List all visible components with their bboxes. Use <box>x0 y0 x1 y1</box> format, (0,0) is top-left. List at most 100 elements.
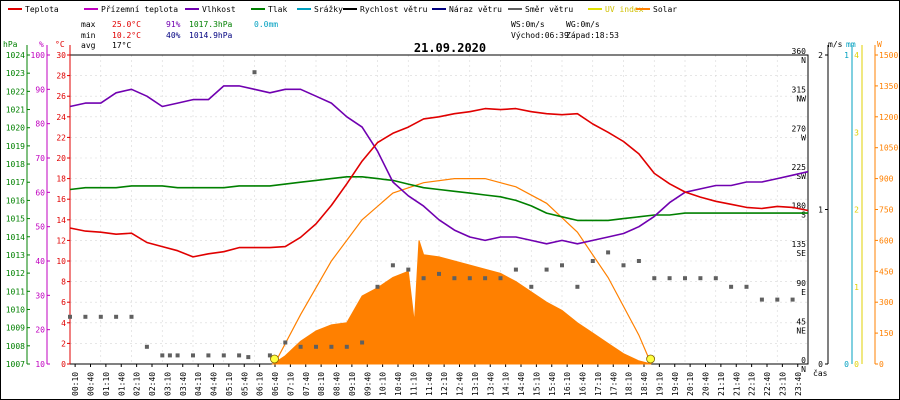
stat-min-temp: 10.2°C <box>112 31 141 40</box>
rain-tick-label: 1 <box>844 51 849 60</box>
legend-label: Solar <box>653 5 677 14</box>
humidity-tick-label: 60 <box>35 188 45 197</box>
wind-direction-point <box>114 314 119 319</box>
stats-block: max 25.0°C 91% 1017.3hPa 0.0mm min 10.2°… <box>81 20 278 50</box>
wind-gust-info: WG:0m/s <box>566 20 600 29</box>
direction-tick-label: 135 <box>792 240 807 249</box>
solar-tick-label: 150 <box>879 329 894 338</box>
stat-min-label: min <box>81 31 96 40</box>
axes: 1007100810091010101110121013101410151016… <box>6 45 898 396</box>
time-tick-label: 14:40 <box>517 372 526 396</box>
solar-tick-label: 450 <box>879 267 894 276</box>
stat-min-press: 1014.9hPa <box>189 31 233 40</box>
wind-direction-point <box>406 267 411 272</box>
time-tick-label: 15:10 <box>532 372 541 396</box>
wind-direction-point <box>621 263 626 268</box>
temperature-tick-label: 20 <box>56 154 66 163</box>
time-tick-label: 13:10 <box>471 372 480 396</box>
time-tick-label: 07:40 <box>302 372 311 396</box>
time-tick-label: 04:40 <box>210 372 219 396</box>
direction-tick-name: N <box>801 56 806 65</box>
wind-direction-point <box>129 314 134 319</box>
sunrise-marker <box>270 354 279 364</box>
wind-direction-point <box>98 314 103 319</box>
wind-direction-point <box>560 263 564 268</box>
wind-direction-point <box>344 344 349 349</box>
humidity-tick-label: 10 <box>35 360 45 369</box>
time-tick-label: 05:40 <box>240 372 249 396</box>
unit-ms: m/s <box>828 40 843 49</box>
humidity-tick-label: 100 <box>31 51 46 60</box>
time-tick-label: 06:10 <box>256 372 265 396</box>
time-tick-label: 13:40 <box>486 372 495 396</box>
wind-direction-point <box>713 276 718 281</box>
uv-tick-label: 2 <box>854 206 859 215</box>
direction-tick-label: 0 <box>801 356 806 365</box>
humidity-tick-label: 70 <box>35 154 45 163</box>
time-tick-label: 16:10 <box>563 372 572 396</box>
wind-direction-point <box>360 340 365 345</box>
temperature-tick-label: 28 <box>56 72 66 81</box>
wind-direction-point <box>467 276 472 281</box>
humidity-tick-label: 90 <box>35 85 45 94</box>
pressure-tick-label: 1020 <box>6 124 25 133</box>
time-tick-label: 06:40 <box>271 372 280 396</box>
direction-tick-name: E <box>801 288 806 297</box>
wind-direction-point <box>636 259 641 263</box>
pressure-tick-label: 1021 <box>6 106 25 115</box>
stat-max-press: 1017.3hPa <box>189 20 233 29</box>
pressure-tick-label: 1013 <box>6 251 25 260</box>
legend-label: Náraz větru <box>449 5 502 14</box>
wind-direction-point <box>221 353 226 358</box>
series-layer <box>68 70 809 365</box>
time-tick-label: 23:10 <box>778 372 787 396</box>
solar-tick-label: 1350 <box>879 82 898 91</box>
legend-label: Tlak <box>268 5 287 14</box>
time-tick-label: 17:40 <box>609 372 618 396</box>
temperature-tick-label: 6 <box>61 298 66 307</box>
unit-percent: % <box>39 40 44 49</box>
temperature-tick-label: 22 <box>56 133 66 142</box>
stat-max-rain: 0.0mm <box>254 20 278 29</box>
unit-labels: hPa % °C m/s mm W čas <box>3 40 882 378</box>
pressure-tick-label: 1022 <box>6 87 25 96</box>
pressure-tick-label: 1008 <box>6 342 25 351</box>
temperature-tick-label: 18 <box>56 175 66 184</box>
legend-label: Přízemní teplota <box>101 5 178 14</box>
wind-direction-point <box>652 276 657 281</box>
time-tick-label: 19:10 <box>655 372 664 396</box>
time-tick-label: 02:10 <box>133 372 142 396</box>
pressure-tick-label: 1012 <box>6 269 25 278</box>
time-tick-label: 05:10 <box>225 372 234 396</box>
solar-tick-label: 0 <box>879 360 884 369</box>
solar-tick-label: 600 <box>879 236 894 245</box>
time-tick-label: 22:40 <box>763 372 772 396</box>
series-temperature-line <box>69 107 809 258</box>
time-tick-label: 14:10 <box>502 372 511 396</box>
stat-avg-label: avg <box>81 41 96 50</box>
wind-direction-point <box>483 276 488 281</box>
pressure-tick-label: 1009 <box>6 324 25 333</box>
temperature-tick-label: 16 <box>56 195 66 204</box>
sunrise-info: Východ:06:39 <box>511 31 569 40</box>
unit-time: čas <box>813 368 828 378</box>
time-tick-label: 08:10 <box>317 372 326 396</box>
temperature-tick-label: 8 <box>61 278 66 287</box>
wind-direction-point <box>390 263 395 268</box>
wind-direction-point <box>144 344 149 349</box>
time-tick-label: 00:10 <box>71 372 80 396</box>
solar-tick-label: 300 <box>879 298 894 307</box>
wind-direction-point <box>68 314 72 319</box>
wind-direction-point <box>252 70 257 75</box>
direction-tick-label: 225 <box>792 163 807 172</box>
legend-label: Rychlost větru <box>360 5 428 14</box>
temperature-tick-label: 4 <box>61 319 66 328</box>
time-tick-label: 09:10 <box>348 372 357 396</box>
pressure-tick-label: 1018 <box>6 160 25 169</box>
pressure-tick-label: 1023 <box>6 69 25 78</box>
unit-mm: mm <box>846 40 856 49</box>
stat-max-label: max <box>81 20 96 29</box>
pressure-tick-label: 1024 <box>6 51 25 60</box>
wind-direction-point <box>667 276 672 281</box>
wind-direction-point <box>744 284 749 289</box>
